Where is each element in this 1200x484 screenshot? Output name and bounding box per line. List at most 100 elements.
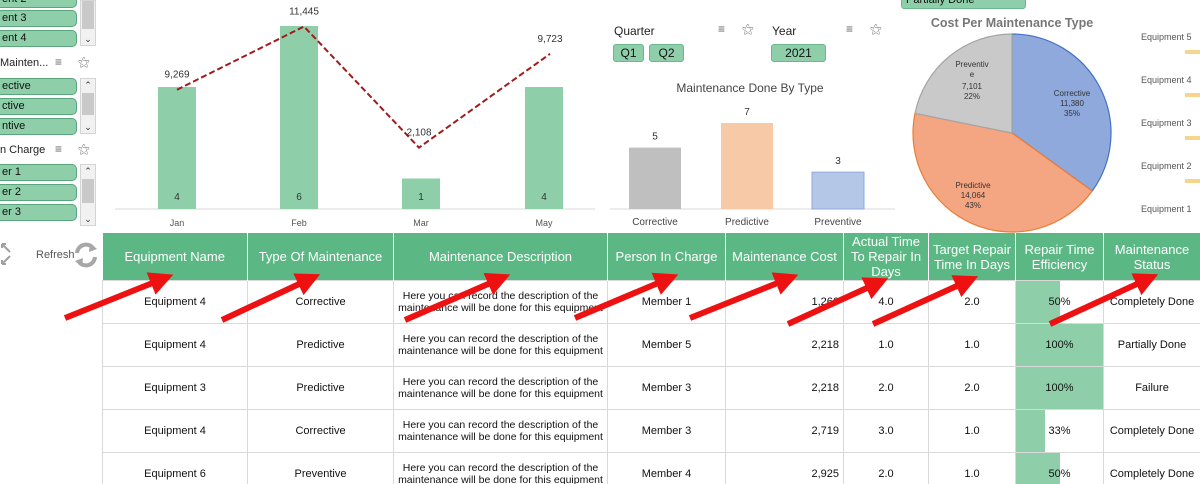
bar-data-label: 1 (418, 192, 424, 203)
column-header-target-repair-time[interactable]: Target Repair Time In Days (928, 233, 1016, 281)
column-header-person-in-charge[interactable]: Person In Charge (607, 233, 726, 281)
cell-maintenance-status[interactable]: Completely Done (1103, 452, 1200, 484)
scroll-thumb[interactable] (82, 93, 94, 115)
cell-person-in-charge[interactable]: Member 3 (607, 409, 726, 453)
refresh-icon[interactable] (72, 241, 100, 269)
table-row[interactable]: Equipment 4 Corrective Here you can record… (102, 409, 1200, 453)
cell-maintenance-cost[interactable]: 2,218 (725, 366, 844, 410)
cell-repair-time-efficiency[interactable]: 100% (1015, 323, 1104, 367)
scroll-down-icon[interactable]: ⌄ (84, 122, 92, 132)
status-slicer-item[interactable]: Partially Done (901, 0, 1026, 9)
scroll-up-icon[interactable]: ⌃ (84, 166, 92, 176)
cell-actual-time[interactable]: 3.0 (843, 409, 929, 453)
cell-maintenance-description[interactable]: Here you can record the description of t… (393, 366, 608, 410)
clear-filter-icon[interactable]: ⚝ (78, 55, 90, 69)
clear-filter-icon[interactable]: ⚝ (870, 22, 882, 36)
table-row[interactable]: Equipment 6 Preventive Here you can record… (102, 452, 1200, 484)
cell-maintenance-description[interactable]: Here you can record the description of t… (393, 409, 608, 453)
bar-mark (811, 171, 865, 210)
pie-label-percent: 35% (1064, 109, 1080, 118)
cell-equipment-name[interactable]: Equipment 4 (102, 280, 248, 324)
quarter-q1-button[interactable]: Q1 (613, 44, 644, 62)
cell-maintenance-status[interactable]: Completely Done (1103, 280, 1200, 324)
cell-equipment-name[interactable]: Equipment 4 (102, 409, 248, 453)
table-row[interactable]: Equipment 3 Predictive Here you can record… (102, 366, 1200, 410)
multi-select-icon[interactable]: ≡ (55, 55, 63, 69)
clear-filter-icon[interactable]: ⚝ (78, 142, 90, 156)
cell-actual-time[interactable]: 2.0 (843, 366, 929, 410)
cell-type-of-maintenance[interactable]: Preventive (247, 452, 394, 484)
expand-icon[interactable] (0, 242, 14, 266)
cell-maintenance-description[interactable]: Here you can record the description of t… (393, 323, 608, 367)
cell-maintenance-status[interactable]: Failure (1103, 366, 1200, 410)
cell-maintenance-cost[interactable]: 1,266 (725, 280, 844, 324)
slicer-scrollbar[interactable]: ⌃ ⌄ (80, 78, 96, 134)
cell-type-of-maintenance[interactable]: Corrective (247, 280, 394, 324)
cell-repair-time-efficiency[interactable]: 100% (1015, 366, 1104, 410)
slicer-item-corrective[interactable]: ective (0, 78, 77, 95)
cell-target-repair-time[interactable]: 2.0 (928, 280, 1016, 324)
slicer-item-member-2[interactable]: er 2 (0, 184, 77, 201)
year-2021-button[interactable]: 2021 (771, 44, 826, 62)
cell-maintenance-cost[interactable]: 2,218 (725, 323, 844, 367)
cell-maintenance-status[interactable]: Partially Done (1103, 323, 1200, 367)
multi-select-icon[interactable]: ≡ (718, 22, 726, 36)
pie-label-name: Predictive (955, 181, 991, 190)
cell-actual-time[interactable]: 1.0 (843, 323, 929, 367)
slicer-scrollbar[interactable]: ⌄ (80, 0, 96, 46)
cell-type-of-maintenance[interactable]: Corrective (247, 409, 394, 453)
cell-person-in-charge[interactable]: Member 3 (607, 366, 726, 410)
cell-equipment-name[interactable]: Equipment 3 (102, 366, 248, 410)
column-header-type-of-maintenance[interactable]: Type Of Maintenance (247, 233, 394, 281)
cell-maintenance-cost[interactable]: 2,719 (725, 409, 844, 453)
year-slicer-label: Year (772, 24, 797, 38)
scroll-thumb[interactable] (82, 179, 94, 203)
multi-select-icon[interactable]: ≡ (55, 142, 63, 156)
slicer-item-member-1[interactable]: er 1 (0, 164, 77, 181)
cell-type-of-maintenance[interactable]: Predictive (247, 366, 394, 410)
slicer-item-preventive[interactable]: ntive (0, 118, 77, 135)
table-row[interactable]: Equipment 4 Predictive Here you can record… (102, 323, 1200, 367)
clear-filter-icon[interactable]: ⚝ (742, 22, 754, 36)
slicer-item-member-3[interactable]: er 3 (0, 204, 77, 221)
cell-maintenance-status[interactable]: Completely Done (1103, 409, 1200, 453)
cell-type-of-maintenance[interactable]: Predictive (247, 323, 394, 367)
column-header-maintenance-cost[interactable]: Maintenance Cost (725, 233, 844, 281)
cell-person-in-charge[interactable]: Member 1 (607, 280, 726, 324)
cell-actual-time[interactable]: 2.0 (843, 452, 929, 484)
efficiency-value: 100% (1045, 382, 1074, 394)
cell-person-in-charge[interactable]: Member 4 (607, 452, 726, 484)
cell-target-repair-time[interactable]: 1.0 (928, 323, 1016, 367)
multi-select-icon[interactable]: ≡ (846, 22, 854, 36)
refresh-label[interactable]: Refresh (36, 249, 75, 261)
slicer-item-predictive[interactable]: ctive (0, 98, 77, 115)
cell-repair-time-efficiency[interactable]: 50% (1015, 452, 1104, 484)
column-header-maintenance-description[interactable]: Maintenance Description (393, 233, 608, 281)
table-row[interactable]: Equipment 4 Corrective Here you can record… (102, 280, 1200, 324)
cell-target-repair-time[interactable]: 1.0 (928, 409, 1016, 453)
column-header-maintenance-status[interactable]: Maintenance Status (1103, 233, 1200, 281)
slicer-scrollbar[interactable]: ⌃ ⌄ (80, 164, 96, 226)
cell-target-repair-time[interactable]: 2.0 (928, 366, 1016, 410)
cell-equipment-name[interactable]: Equipment 4 (102, 323, 248, 367)
scroll-down-icon[interactable]: ⌄ (84, 214, 92, 224)
slicer-item-equipment-3[interactable]: ent 3 (0, 10, 77, 27)
cell-maintenance-description[interactable]: Here you can record the description of t… (393, 452, 608, 484)
quarter-q2-button[interactable]: Q2 (649, 44, 684, 62)
column-header-actual-time[interactable]: Actual Time To Repair In Days (843, 233, 929, 281)
cell-equipment-name[interactable]: Equipment 6 (102, 452, 248, 484)
cell-person-in-charge[interactable]: Member 5 (607, 323, 726, 367)
cell-repair-time-efficiency[interactable]: 33% (1015, 409, 1104, 453)
cell-maintenance-cost[interactable]: 2,925 (725, 452, 844, 484)
column-header-repair-time-efficiency[interactable]: Repair Time Efficiency (1015, 233, 1104, 281)
cell-target-repair-time[interactable]: 1.0 (928, 452, 1016, 484)
cell-maintenance-description[interactable]: Here you can record the description of t… (393, 280, 608, 324)
slicer-item-equipment-2[interactable]: ent 2 (0, 0, 77, 8)
column-header-equipment-name[interactable]: Equipment Name (102, 233, 248, 281)
slicer-item-equipment-4[interactable]: ent 4 (0, 30, 77, 47)
scroll-down-icon[interactable]: ⌄ (84, 34, 92, 44)
scroll-thumb[interactable] (82, 1, 94, 29)
cell-actual-time[interactable]: 4.0 (843, 280, 929, 324)
scroll-up-icon[interactable]: ⌃ (84, 80, 92, 90)
cell-repair-time-efficiency[interactable]: 50% (1015, 280, 1104, 324)
